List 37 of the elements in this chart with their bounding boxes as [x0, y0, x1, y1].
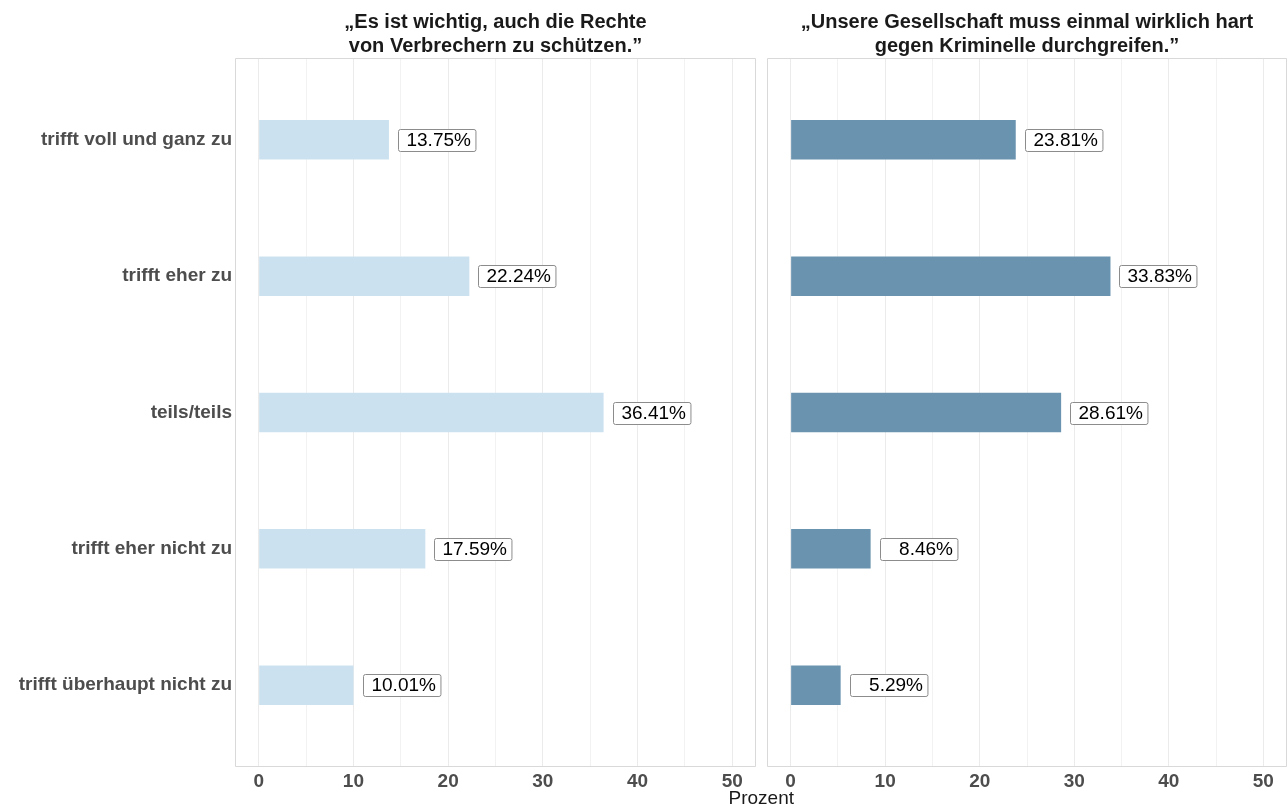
bar [791, 529, 871, 569]
chart-title: „Unsere Gesellschaft muss einmal wirklich hart gegen Kriminelle durchgreifen.” [799, 9, 1255, 57]
data-label: 33.83% [1127, 265, 1193, 287]
y-tick-label: trifft überhaupt nicht zu [18, 673, 232, 695]
bar [791, 665, 841, 705]
data-label: 8.46% [899, 538, 954, 560]
y-tick-label: trifft eher zu [122, 264, 232, 286]
bar [259, 529, 426, 569]
bar [259, 392, 604, 433]
x-tick-label: 10 [342, 769, 364, 791]
data-label: 17.59% [442, 538, 508, 560]
bar [259, 665, 354, 705]
y-tick-label: trifft eher nicht zu [71, 537, 232, 559]
bar [791, 256, 1111, 296]
data-label: 28.61% [1078, 401, 1144, 423]
x-tick-label: 20 [969, 769, 991, 791]
y-tick-label: trifft voll und ganz zu [40, 128, 232, 150]
x-tick-label: 50 [1252, 769, 1274, 791]
data-label: 10.01% [371, 674, 437, 696]
chart-title: „Es ist wichtig, auch die Rechte von Verbrechern zu schützen.” [343, 9, 648, 57]
data-label: 23.81% [1033, 129, 1099, 151]
x-tick-label: 40 [1158, 769, 1180, 791]
x-tick-label: 30 [1063, 769, 1085, 791]
data-label: 22.24% [486, 265, 552, 287]
bar [259, 256, 470, 296]
x-tick-label: 30 [532, 769, 554, 791]
data-label: 5.29% [869, 674, 924, 696]
bar [259, 120, 389, 160]
bar [791, 120, 1016, 160]
x-tick-label: 10 [874, 769, 896, 791]
x-tick-label: 40 [627, 769, 649, 791]
x-tick-label: 0 [253, 769, 264, 791]
bar [791, 392, 1062, 433]
data-label: 36.41% [621, 401, 687, 423]
y-tick-label: teils/teils [150, 400, 232, 422]
data-label: 13.75% [406, 129, 472, 151]
x-tick-label: 20 [437, 769, 459, 791]
